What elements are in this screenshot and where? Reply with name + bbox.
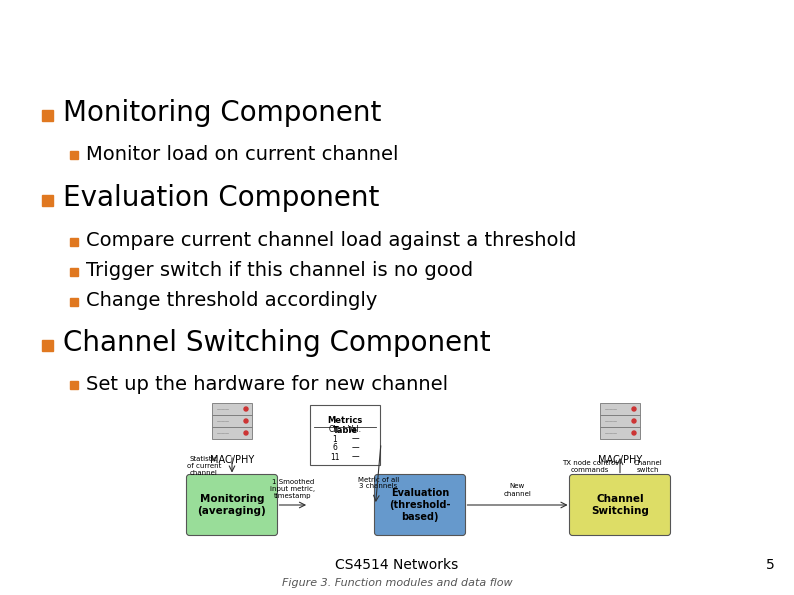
- Text: 1: 1: [333, 434, 337, 443]
- Text: 11: 11: [330, 453, 340, 462]
- Text: 5: 5: [766, 558, 775, 572]
- Text: MAC/PHY: MAC/PHY: [598, 455, 642, 465]
- Text: 1 Smoothed
input metric,
timestamp: 1 Smoothed input metric, timestamp: [270, 479, 315, 499]
- FancyBboxPatch shape: [187, 474, 277, 536]
- Text: Ch.: Ch.: [329, 425, 341, 434]
- FancyBboxPatch shape: [600, 415, 640, 427]
- Text: Set up the hardware for new channel: Set up the hardware for new channel: [86, 374, 448, 393]
- Bar: [42, 110, 53, 121]
- Text: Change threshold accordingly: Change threshold accordingly: [86, 292, 377, 311]
- Text: Val.: Val.: [348, 425, 362, 434]
- FancyBboxPatch shape: [212, 415, 252, 427]
- Text: New
channel: New channel: [503, 484, 531, 496]
- FancyBboxPatch shape: [600, 427, 640, 439]
- Text: Figure 3. Function modules and data flow: Figure 3. Function modules and data flow: [282, 578, 512, 588]
- Bar: [70, 298, 78, 306]
- Text: Channel
Switching: Channel Switching: [591, 494, 649, 516]
- Circle shape: [244, 407, 248, 411]
- FancyBboxPatch shape: [600, 403, 640, 415]
- Bar: [42, 195, 53, 206]
- Text: —: —: [351, 443, 359, 453]
- Text: Metrics
Table: Metrics Table: [327, 416, 363, 436]
- Text: Evaluation
(threshold-
based): Evaluation (threshold- based): [389, 488, 451, 522]
- Circle shape: [244, 419, 248, 423]
- Text: —: —: [351, 434, 359, 443]
- Circle shape: [632, 431, 636, 435]
- FancyBboxPatch shape: [212, 403, 252, 415]
- FancyBboxPatch shape: [212, 427, 252, 439]
- Text: MAC/PHY: MAC/PHY: [210, 455, 254, 465]
- Text: Monitoring
(averaging): Monitoring (averaging): [198, 494, 266, 516]
- Text: —: —: [351, 453, 359, 462]
- Text: TX node control
commands: TX node control commands: [562, 460, 618, 473]
- Circle shape: [244, 431, 248, 435]
- Text: Channel
switch: Channel switch: [634, 460, 662, 473]
- Bar: [70, 151, 78, 159]
- Text: Metric of all
3 channels: Metric of all 3 channels: [357, 477, 399, 490]
- Bar: [42, 340, 53, 351]
- Bar: [70, 268, 78, 276]
- Text: Monitoring Component: Monitoring Component: [63, 99, 381, 127]
- Bar: [70, 381, 78, 389]
- Text: Statistic
of current
channel: Statistic of current channel: [187, 456, 222, 476]
- Text: CS4514 Networks: CS4514 Networks: [335, 558, 459, 572]
- Text: Evaluation Component: Evaluation Component: [63, 184, 380, 212]
- FancyBboxPatch shape: [310, 405, 380, 465]
- Text: Channel Switching Component: Channel Switching Component: [63, 329, 491, 357]
- Text: Compare current channel load against a threshold: Compare current channel load against a t…: [86, 231, 576, 250]
- Circle shape: [632, 407, 636, 411]
- Text: Trigger switch if this channel is no good: Trigger switch if this channel is no goo…: [86, 261, 473, 280]
- Bar: [70, 238, 78, 246]
- Text: Monitor load on current channel: Monitor load on current channel: [86, 145, 399, 164]
- FancyBboxPatch shape: [375, 474, 465, 536]
- Circle shape: [632, 419, 636, 423]
- Text: 6: 6: [333, 443, 337, 453]
- FancyBboxPatch shape: [569, 474, 670, 536]
